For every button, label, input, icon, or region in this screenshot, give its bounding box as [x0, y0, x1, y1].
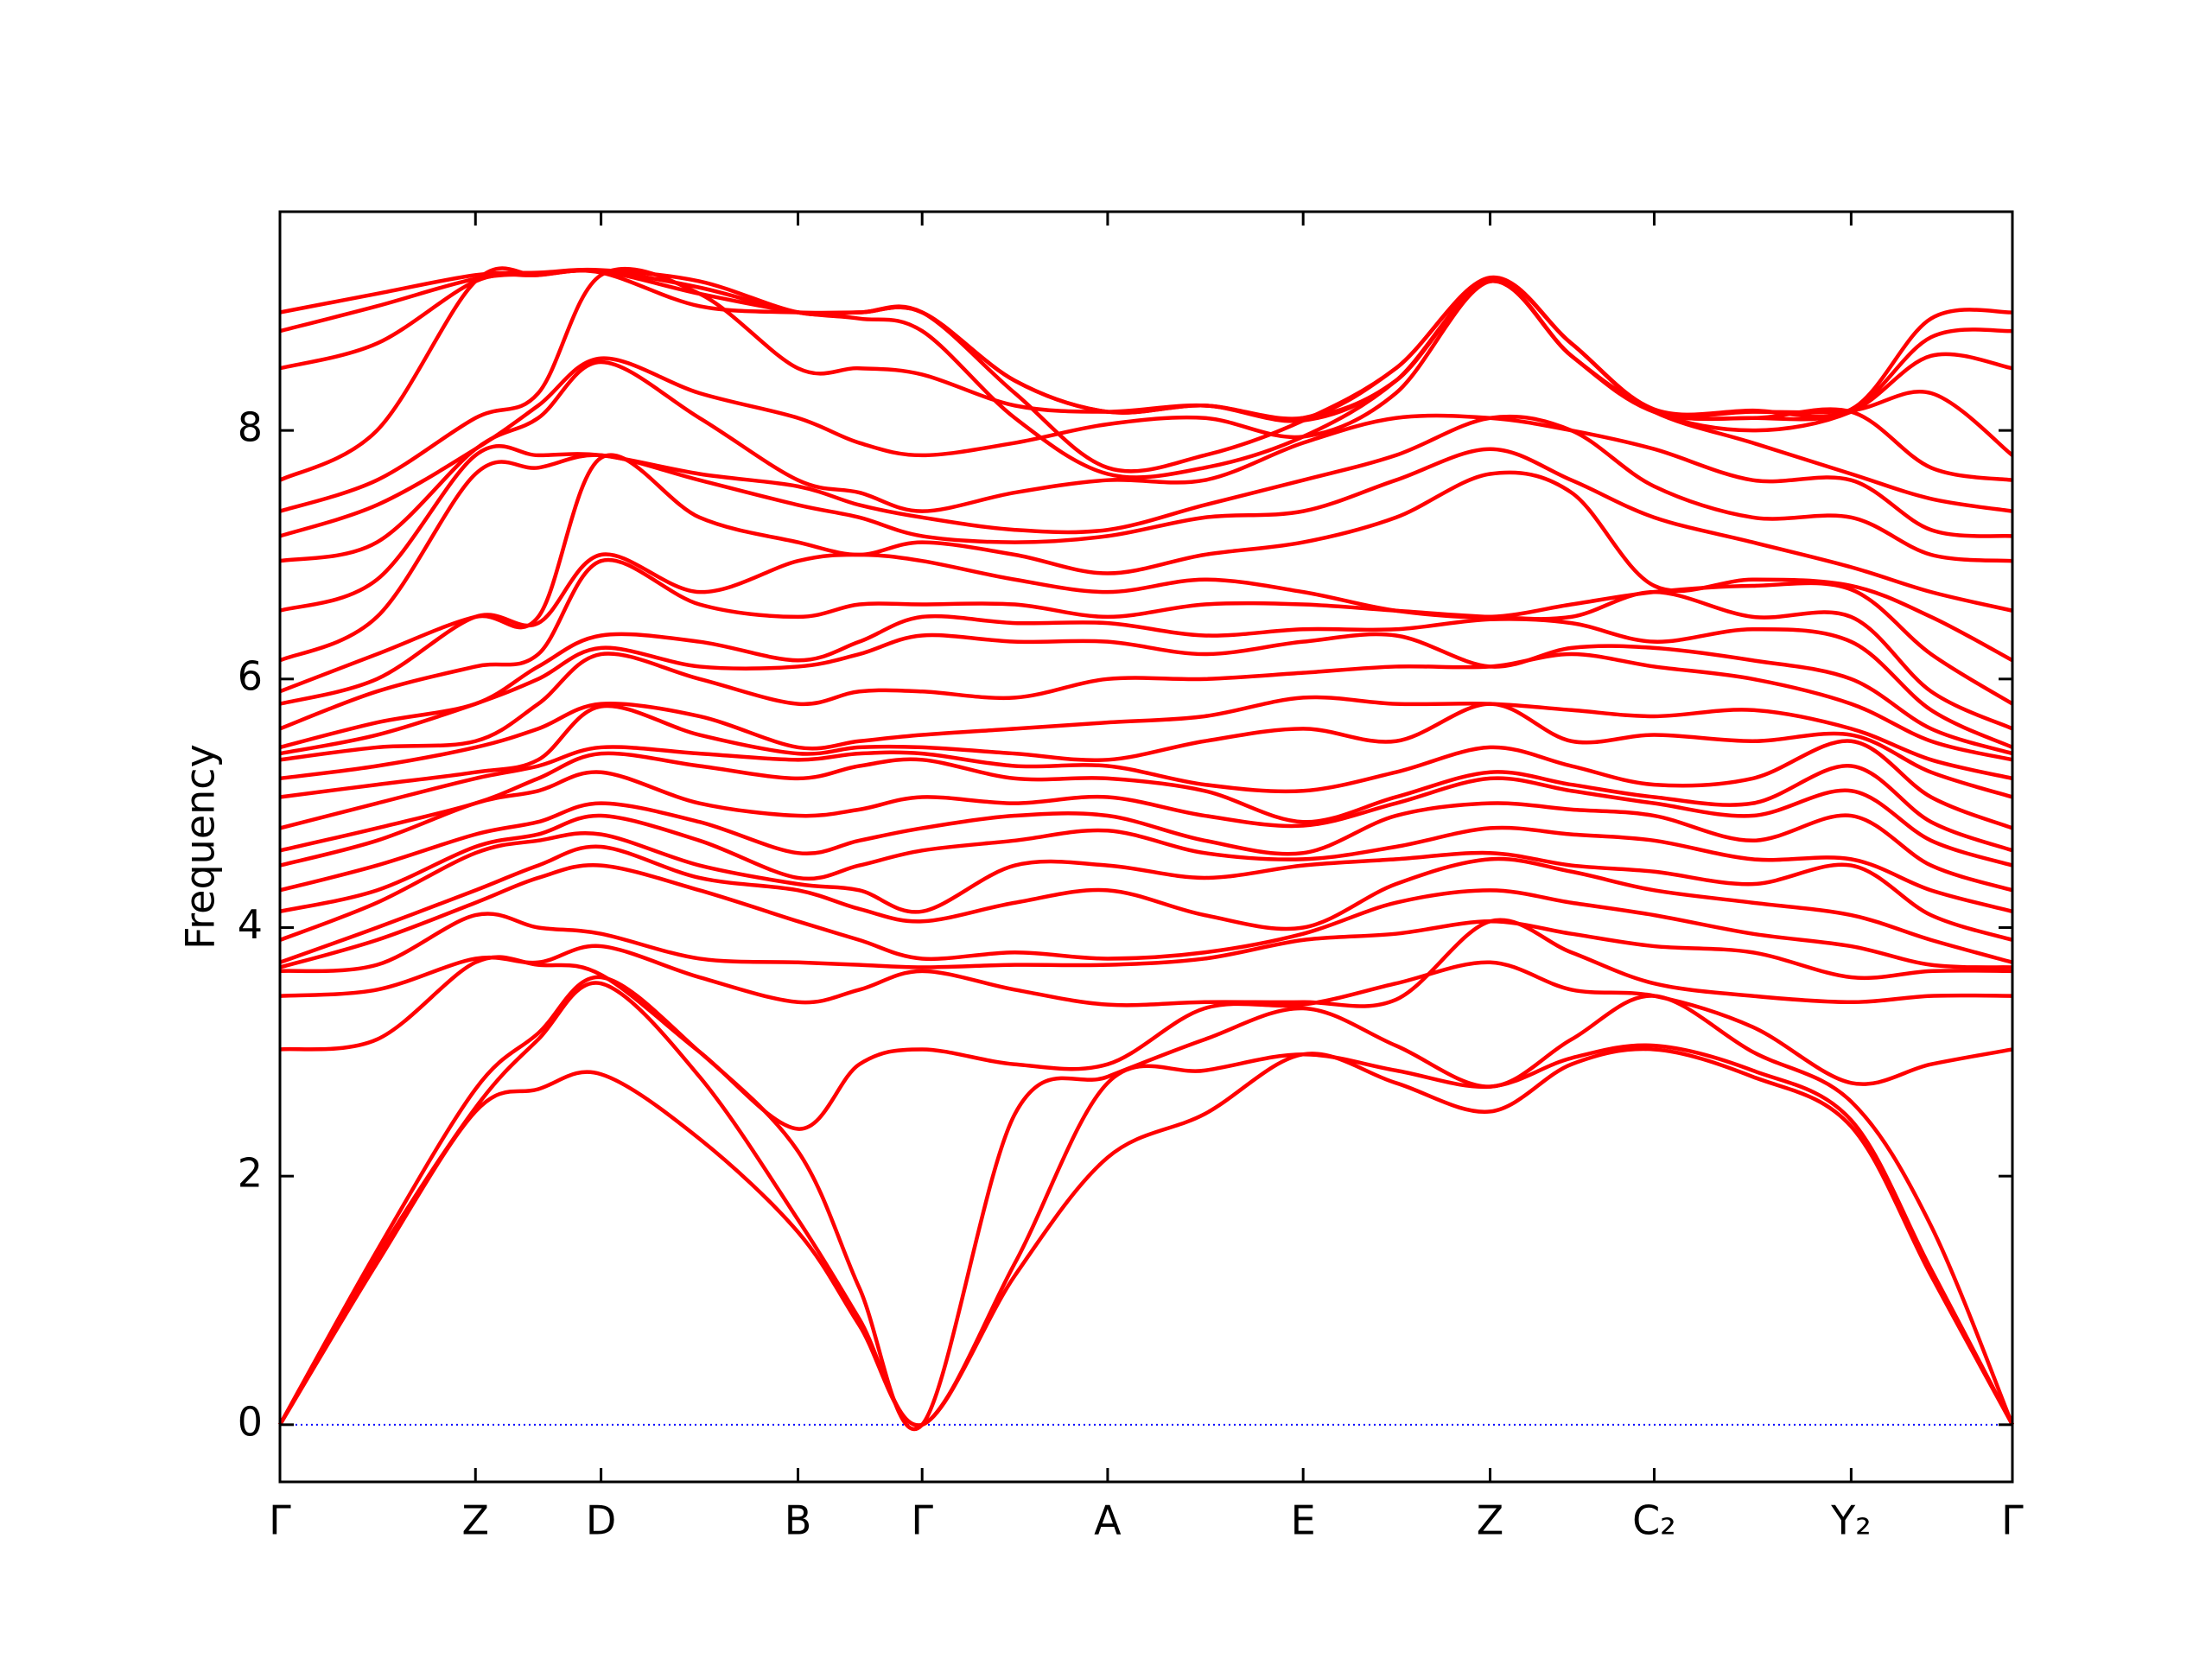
band-line — [279, 770, 2013, 868]
band-line — [278, 975, 2015, 1432]
band-line — [279, 359, 2013, 563]
band-line — [278, 981, 2014, 1427]
band-line — [279, 268, 2013, 480]
band-line — [279, 813, 2013, 913]
band-line — [279, 918, 2013, 1008]
y-tick-label: 2 — [238, 1150, 263, 1197]
y-axis-label: Frequency — [177, 744, 224, 950]
x-tick-label: Y₂ — [1830, 1497, 1872, 1544]
y-tick-label: 4 — [238, 901, 263, 948]
x-tick-label: Z — [462, 1497, 490, 1544]
x-tick-label: D — [586, 1497, 616, 1544]
band-line — [279, 702, 2013, 799]
y-tick-label: 8 — [238, 404, 263, 451]
band-line — [279, 414, 2013, 613]
band-line — [279, 830, 2013, 943]
x-tick-label: Γ — [269, 1497, 291, 1544]
band-line — [279, 862, 2013, 969]
band-line — [279, 266, 2013, 513]
x-tick-label: Γ — [911, 1497, 933, 1544]
y-tick-label: 6 — [238, 652, 263, 699]
band-line — [279, 552, 2014, 706]
band-line — [279, 613, 2013, 750]
x-tick-label: E — [1291, 1497, 1316, 1544]
x-tick-label: Z — [1477, 1497, 1504, 1544]
plot-frame — [278, 210, 2014, 1484]
band-line — [278, 1046, 2014, 1427]
band-line — [279, 267, 2013, 422]
y-tick-label: 0 — [238, 1398, 263, 1445]
x-tick-label: C₂ — [1632, 1497, 1676, 1544]
band-line — [279, 695, 2013, 781]
x-tick-label: B — [785, 1497, 812, 1544]
x-tick-label: A — [1094, 1497, 1122, 1544]
band-line — [279, 912, 2013, 981]
band-line — [279, 278, 2013, 538]
band-line — [279, 751, 2013, 853]
band-line — [279, 453, 2014, 694]
band-line — [279, 955, 2013, 1131]
band-line — [279, 632, 2013, 756]
band-line — [279, 652, 2013, 762]
band-line — [279, 557, 2013, 731]
x-tick-label: Γ — [2001, 1497, 2024, 1544]
band-line — [279, 801, 2013, 893]
band-line — [279, 844, 2013, 964]
band-line — [279, 739, 2013, 830]
band-line — [278, 266, 2014, 482]
band-line — [279, 447, 2013, 663]
